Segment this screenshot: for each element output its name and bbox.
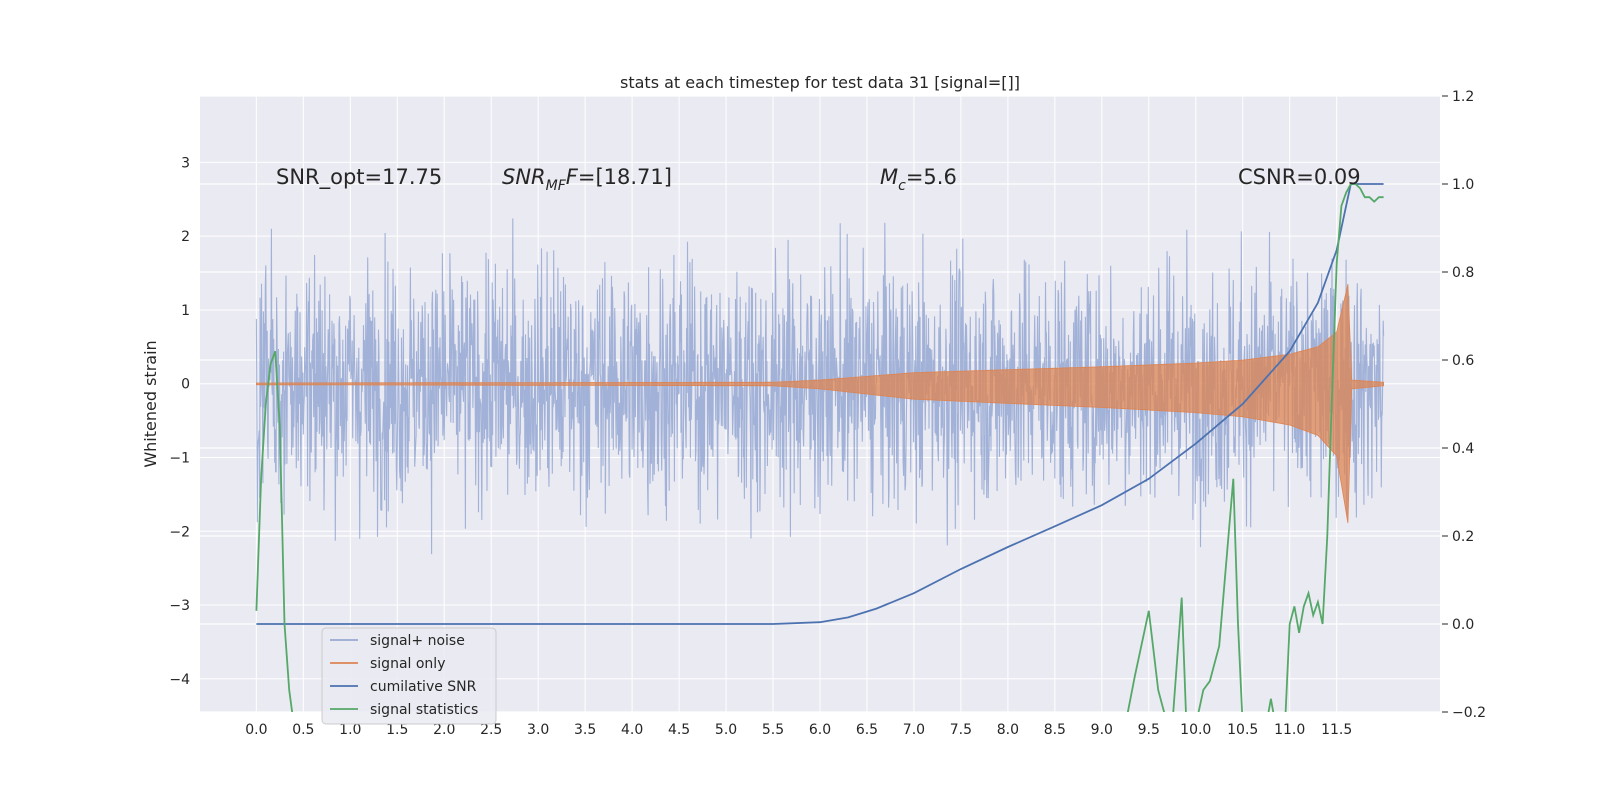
y-axis-label: Whitened strain	[141, 340, 160, 467]
x-tick-label: 11.5	[1321, 722, 1352, 738]
x-tick-label: 6.0	[809, 722, 831, 738]
annotation-snr-opt: SNR_opt=17.75	[276, 165, 442, 190]
y-axis-ticks: 3 2 1 0 −1 −2 −3 −4	[169, 155, 190, 687]
x-tick-label: 10.5	[1227, 722, 1258, 738]
y2-tick-label: 0.0	[1452, 617, 1474, 633]
series-cumilative-snr	[256, 183, 1384, 625]
annotation-snr-mf: SNRMFF=[18.71]	[502, 165, 672, 194]
y-tick-label: 0	[181, 377, 190, 393]
x-tick-label: 2.5	[480, 722, 502, 738]
x-tick-label: 9.0	[1091, 722, 1113, 738]
y-tick-label: 2	[181, 229, 190, 245]
x-tick-label: 6.5	[856, 722, 878, 738]
x-tick-label: 9.5	[1138, 722, 1160, 738]
series-signal-only	[255, 284, 1384, 524]
legend-box	[321, 627, 497, 725]
x-tick-label: 8.0	[997, 722, 1019, 738]
x-tick-label: 10.0	[1180, 722, 1211, 738]
y2-tick-label: 0.4	[1452, 441, 1474, 457]
y-tick-label: 3	[181, 155, 190, 171]
x-tick-label: 2.0	[433, 722, 455, 738]
y2-axis-ticks: 1.2 1.0 0.8 0.6 0.4 0.2 0.0 −0.2	[1442, 89, 1486, 721]
x-tick-label: 0.5	[292, 722, 314, 738]
y2-tick-label: 0.6	[1452, 353, 1474, 369]
y-tick-label: −4	[169, 672, 190, 688]
x-tick-label: 5.0	[715, 722, 737, 738]
y2-tick-label: 1.0	[1452, 177, 1474, 193]
annotation-csnr: CSNR=0.09	[1238, 165, 1361, 189]
legend-label-signal-only: signal only	[370, 656, 445, 672]
y2-tick-label: 1.2	[1452, 89, 1474, 105]
x-tick-label: 1.0	[339, 722, 361, 738]
x-tick-label: 8.5	[1044, 722, 1066, 738]
x-tick-label: 7.5	[950, 722, 972, 738]
legend: signal+ noise signal only cumilative SNR…	[321, 627, 497, 725]
y2-tick-label: −0.2	[1452, 705, 1486, 721]
x-tick-label: 3.5	[574, 722, 596, 738]
y-tick-label: 1	[181, 303, 190, 319]
x-tick-label: 1.5	[386, 722, 408, 738]
x-tick-label: 11.0	[1274, 722, 1305, 738]
y-tick-label: −2	[169, 524, 190, 540]
chart-title: stats at each timestep for test data 31 …	[620, 73, 1020, 92]
legend-label-signal-noise: signal+ noise	[370, 633, 465, 649]
x-axis-ticks: 0.0 0.5 1.0 1.5 2.0 2.5 3.0 3.5 4.0 4.5 5.0 5.5 6.0 6…	[245, 722, 1352, 738]
x-tick-label: 7.0	[903, 722, 925, 738]
legend-label-cumilative-snr: cumilative SNR	[370, 679, 477, 695]
annotation-mc: Mc=5.6	[880, 165, 957, 194]
x-tick-label: 5.5	[762, 722, 784, 738]
y2-tick-label: 0.2	[1452, 529, 1474, 545]
x-tick-label: 4.0	[621, 722, 643, 738]
y-tick-label: −1	[169, 450, 190, 466]
x-tick-label: 4.5	[668, 722, 690, 738]
x-tick-label: 0.0	[245, 722, 267, 738]
legend-label-signal-statistics: signal statistics	[370, 702, 478, 718]
y2-tick-label: 0.8	[1452, 265, 1474, 281]
x-tick-label: 3.0	[527, 722, 549, 738]
series-signal-statistics	[255, 183, 1384, 712]
y-tick-label: −3	[169, 598, 190, 614]
